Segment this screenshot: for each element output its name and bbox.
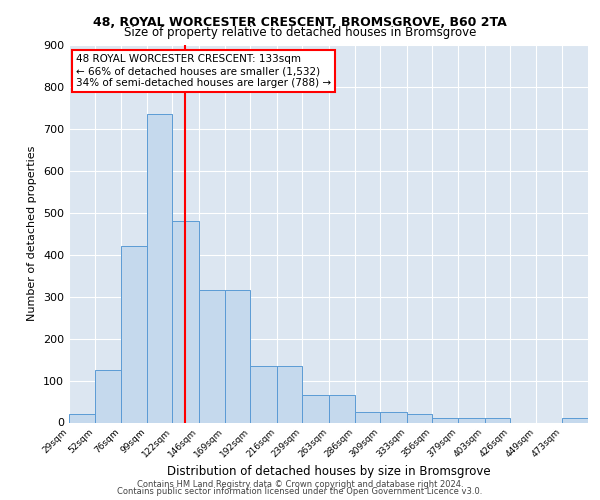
- Bar: [172, 221, 199, 422]
- Bar: [250, 366, 277, 422]
- Bar: [95, 370, 121, 422]
- Bar: [329, 395, 355, 422]
- Bar: [302, 395, 329, 422]
- Bar: [355, 412, 380, 422]
- Bar: [69, 414, 95, 422]
- Text: Contains HM Land Registry data © Crown copyright and database right 2024.: Contains HM Land Registry data © Crown c…: [137, 480, 463, 489]
- Bar: [277, 366, 302, 422]
- Bar: [407, 414, 433, 422]
- Bar: [224, 290, 250, 422]
- Text: Size of property relative to detached houses in Bromsgrove: Size of property relative to detached ho…: [124, 26, 476, 39]
- Bar: [199, 290, 224, 422]
- X-axis label: Distribution of detached houses by size in Bromsgrove: Distribution of detached houses by size …: [167, 465, 490, 478]
- Text: 48 ROYAL WORCESTER CRESCENT: 133sqm
← 66% of detached houses are smaller (1,532): 48 ROYAL WORCESTER CRESCENT: 133sqm ← 66…: [76, 54, 331, 88]
- Text: 48, ROYAL WORCESTER CRESCENT, BROMSGROVE, B60 2TA: 48, ROYAL WORCESTER CRESCENT, BROMSGROVE…: [93, 16, 507, 29]
- Y-axis label: Number of detached properties: Number of detached properties: [28, 146, 37, 322]
- Bar: [562, 418, 588, 422]
- Bar: [433, 418, 458, 422]
- Bar: [485, 418, 510, 422]
- Text: Contains public sector information licensed under the Open Government Licence v3: Contains public sector information licen…: [118, 487, 482, 496]
- Bar: [458, 418, 485, 422]
- Bar: [147, 114, 172, 422]
- Bar: [380, 412, 407, 422]
- Bar: [121, 246, 147, 422]
